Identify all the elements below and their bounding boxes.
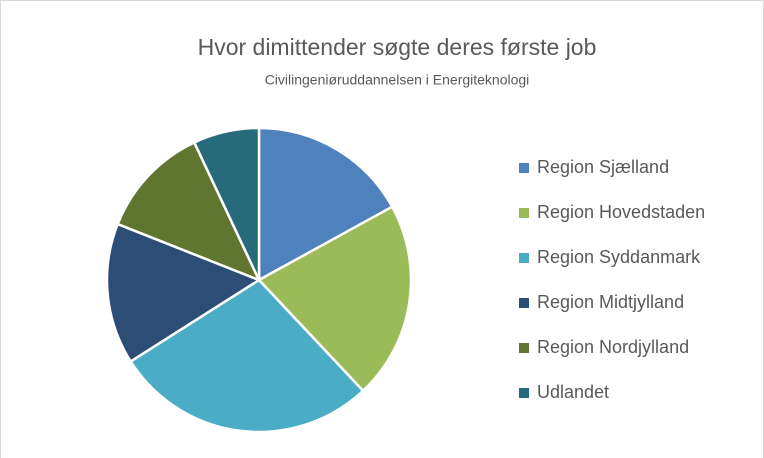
legend-label: Region Syddanmark <box>537 247 701 267</box>
legend-swatch <box>519 163 529 173</box>
pie-slice <box>256 205 413 393</box>
legend-swatch <box>519 343 529 353</box>
pie-slice <box>257 126 394 283</box>
legend-label: Udlandet <box>537 382 609 402</box>
legend-label: Region Hovedstaden <box>537 202 705 222</box>
legend-label: Region Sjælland <box>537 157 669 177</box>
pie-slice <box>192 126 261 281</box>
legend-swatch <box>519 253 529 263</box>
legend-swatch <box>519 208 529 218</box>
pie-slice <box>116 140 262 283</box>
legend-swatch <box>519 388 529 398</box>
pie-slice <box>128 278 365 434</box>
legend-label: Region Midtjylland <box>537 292 684 312</box>
legend-label: Region Nordjylland <box>537 337 689 357</box>
legend-swatch <box>519 298 529 308</box>
chart-subtitle: Civilingeniøruddannelsen i Energiteknolo… <box>265 72 530 88</box>
pie-slice <box>105 222 262 364</box>
chart-title: Hvor dimittender søgte deres første job <box>198 34 597 60</box>
